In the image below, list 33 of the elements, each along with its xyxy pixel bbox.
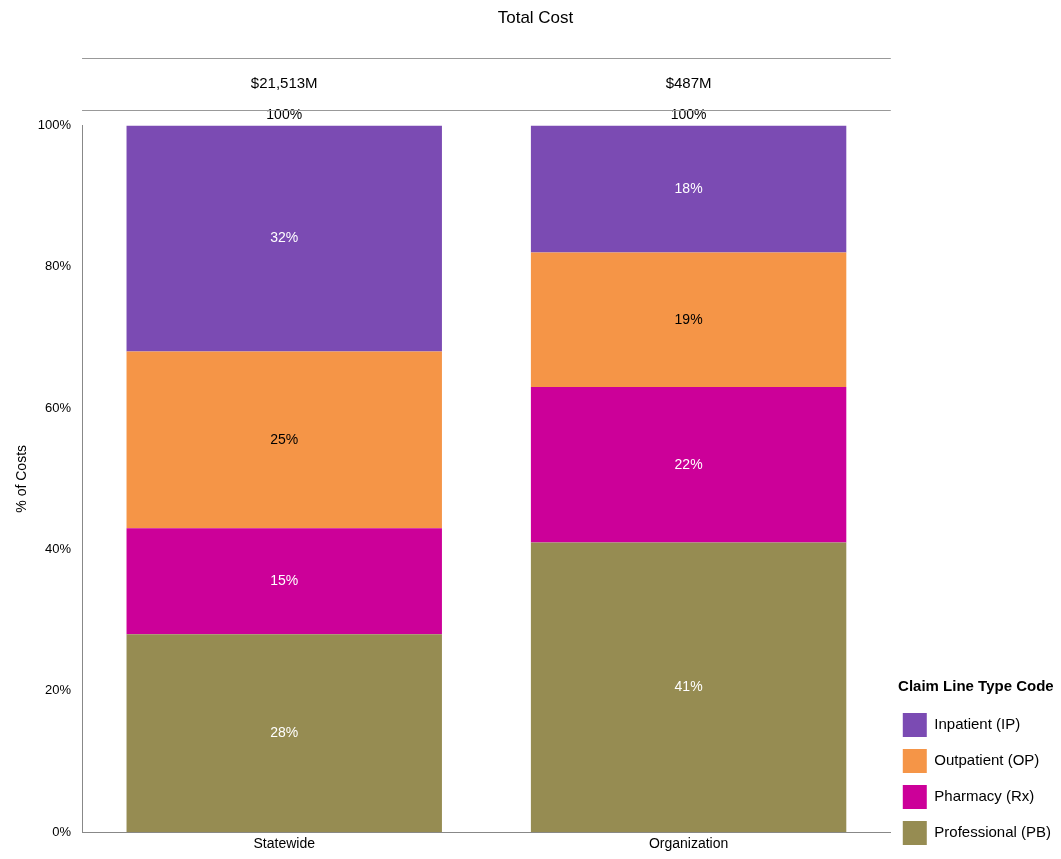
- y-tick-label: 0%: [52, 823, 72, 839]
- legend-label: Pharmacy (Rx): [934, 787, 1035, 805]
- y-tick-label: 60%: [45, 399, 72, 415]
- data-label: 18%: [674, 179, 703, 196]
- legend-label: Professional (PB): [934, 823, 1052, 841]
- data-label: 15%: [270, 572, 299, 589]
- y-tick-label: 40%: [45, 541, 72, 557]
- bar: [530, 386, 847, 543]
- x-tick-label: Statewide: [253, 835, 316, 852]
- data-label: 32%: [270, 229, 299, 246]
- bar: [530, 542, 847, 833]
- bar: [126, 634, 442, 833]
- y-tick-label: 20%: [45, 682, 72, 698]
- bar: [530, 252, 847, 387]
- chart-title: Total Cost: [497, 7, 574, 27]
- bar: [126, 125, 442, 352]
- bar: [126, 351, 442, 529]
- x-tick-label: Organization: [648, 835, 729, 852]
- y-tick-label: 100%: [37, 116, 72, 132]
- bar: [530, 125, 847, 253]
- data-label: 19%: [674, 310, 703, 327]
- text: $487M: [665, 74, 712, 92]
- bar: [126, 528, 442, 635]
- legend-label: Outpatient (OP): [934, 751, 1040, 769]
- data-label: 22%: [674, 455, 703, 472]
- y-axis-title: % of Costs: [13, 444, 30, 513]
- legend-label: Inpatient (IP): [934, 715, 1021, 733]
- data-label: 25%: [270, 430, 299, 447]
- data-label: 28%: [270, 724, 299, 741]
- y-tick-label: 80%: [45, 258, 72, 274]
- legend-title: Claim Line Type Code: [898, 676, 1054, 694]
- data-label: 41%: [674, 678, 703, 695]
- text: $21,513M: [250, 74, 318, 92]
